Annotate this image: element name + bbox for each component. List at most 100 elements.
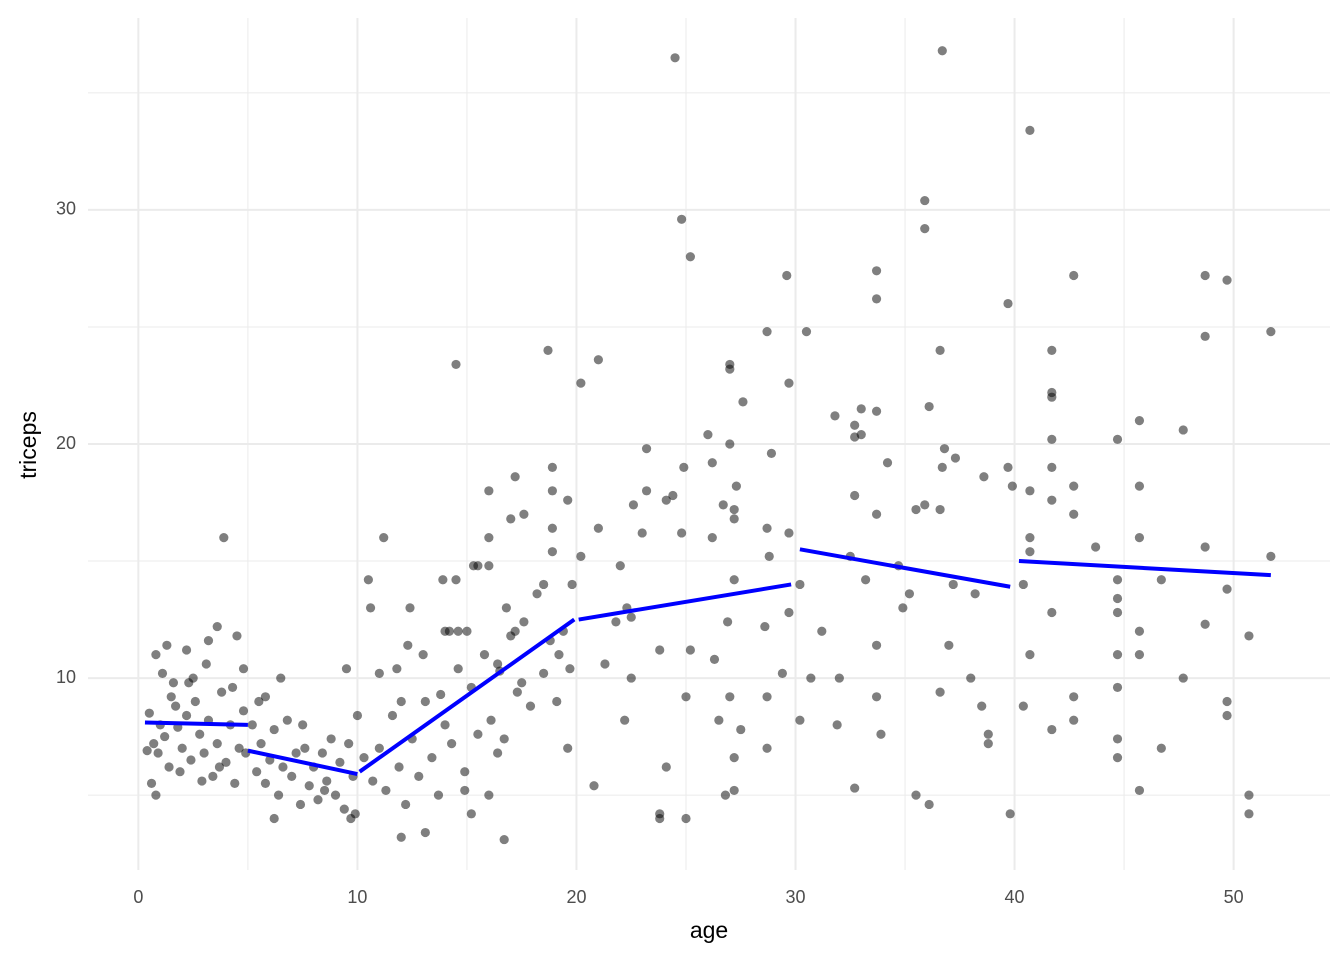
point bbox=[1003, 298, 1013, 309]
point bbox=[162, 640, 172, 650]
point bbox=[1018, 701, 1028, 711]
point bbox=[1025, 650, 1035, 660]
point bbox=[547, 547, 557, 557]
point bbox=[501, 603, 511, 613]
point bbox=[729, 753, 739, 763]
point bbox=[379, 533, 389, 543]
point bbox=[871, 509, 882, 519]
point bbox=[392, 664, 402, 674]
point bbox=[615, 561, 625, 571]
point bbox=[1134, 533, 1145, 543]
point bbox=[766, 448, 777, 458]
point bbox=[219, 533, 229, 543]
point bbox=[935, 687, 945, 697]
point bbox=[784, 607, 794, 618]
point bbox=[287, 771, 297, 781]
point bbox=[723, 617, 733, 627]
point bbox=[924, 799, 934, 810]
point bbox=[801, 327, 812, 337]
point bbox=[295, 799, 306, 810]
point bbox=[479, 650, 490, 660]
point bbox=[670, 53, 680, 63]
point bbox=[168, 678, 179, 688]
point bbox=[350, 809, 360, 819]
point bbox=[677, 528, 687, 538]
point bbox=[319, 785, 330, 796]
point bbox=[352, 710, 363, 721]
point bbox=[979, 472, 989, 482]
point bbox=[212, 739, 222, 749]
point bbox=[882, 458, 893, 468]
point bbox=[368, 776, 378, 786]
point bbox=[304, 781, 314, 791]
x-tick-label: 0 bbox=[133, 887, 143, 907]
point bbox=[641, 486, 652, 496]
point bbox=[1156, 743, 1166, 753]
x-tick-label: 40 bbox=[1005, 887, 1025, 907]
point bbox=[484, 561, 494, 571]
point bbox=[335, 757, 345, 767]
point bbox=[195, 729, 205, 739]
point bbox=[499, 834, 509, 845]
point bbox=[944, 640, 954, 650]
point bbox=[850, 420, 860, 430]
y-tick-label: 30 bbox=[56, 199, 76, 219]
point bbox=[1112, 734, 1123, 744]
point bbox=[729, 785, 739, 796]
point bbox=[1134, 415, 1145, 426]
point bbox=[199, 748, 209, 758]
point bbox=[856, 404, 866, 414]
point bbox=[637, 528, 647, 538]
point bbox=[466, 809, 476, 819]
point bbox=[217, 687, 227, 697]
point bbox=[157, 668, 168, 678]
point bbox=[330, 790, 341, 800]
point bbox=[707, 458, 717, 468]
x-tick-label: 20 bbox=[566, 887, 586, 907]
point bbox=[344, 739, 354, 749]
grid bbox=[88, 18, 1330, 870]
point bbox=[254, 696, 264, 707]
point bbox=[1178, 673, 1188, 683]
point bbox=[1266, 327, 1276, 337]
point bbox=[707, 533, 717, 543]
point bbox=[935, 504, 945, 515]
point bbox=[453, 626, 463, 636]
point bbox=[519, 617, 529, 627]
point bbox=[396, 696, 406, 707]
point bbox=[784, 378, 794, 388]
point bbox=[188, 673, 198, 683]
point bbox=[232, 631, 242, 641]
point bbox=[1244, 809, 1254, 819]
point bbox=[221, 757, 231, 767]
point bbox=[1134, 785, 1145, 796]
point bbox=[600, 659, 610, 669]
point bbox=[1003, 462, 1013, 473]
point bbox=[547, 462, 557, 473]
point bbox=[685, 252, 695, 262]
point bbox=[181, 710, 192, 721]
point bbox=[725, 692, 735, 702]
point bbox=[322, 776, 332, 786]
point bbox=[1112, 434, 1123, 444]
point bbox=[517, 678, 527, 688]
point bbox=[1222, 584, 1232, 594]
fit-line bbox=[144, 547, 1271, 776]
point bbox=[620, 715, 630, 725]
point bbox=[876, 729, 886, 739]
point bbox=[291, 748, 301, 758]
point bbox=[451, 359, 461, 370]
point bbox=[795, 579, 805, 590]
point bbox=[911, 790, 921, 800]
point bbox=[626, 612, 636, 622]
point bbox=[278, 762, 288, 772]
point bbox=[762, 327, 772, 337]
point bbox=[655, 645, 665, 655]
point bbox=[1244, 631, 1254, 641]
point bbox=[1112, 607, 1123, 618]
point bbox=[871, 266, 882, 276]
point bbox=[1069, 481, 1079, 491]
point bbox=[175, 767, 185, 777]
point bbox=[273, 790, 284, 800]
point bbox=[493, 659, 503, 669]
